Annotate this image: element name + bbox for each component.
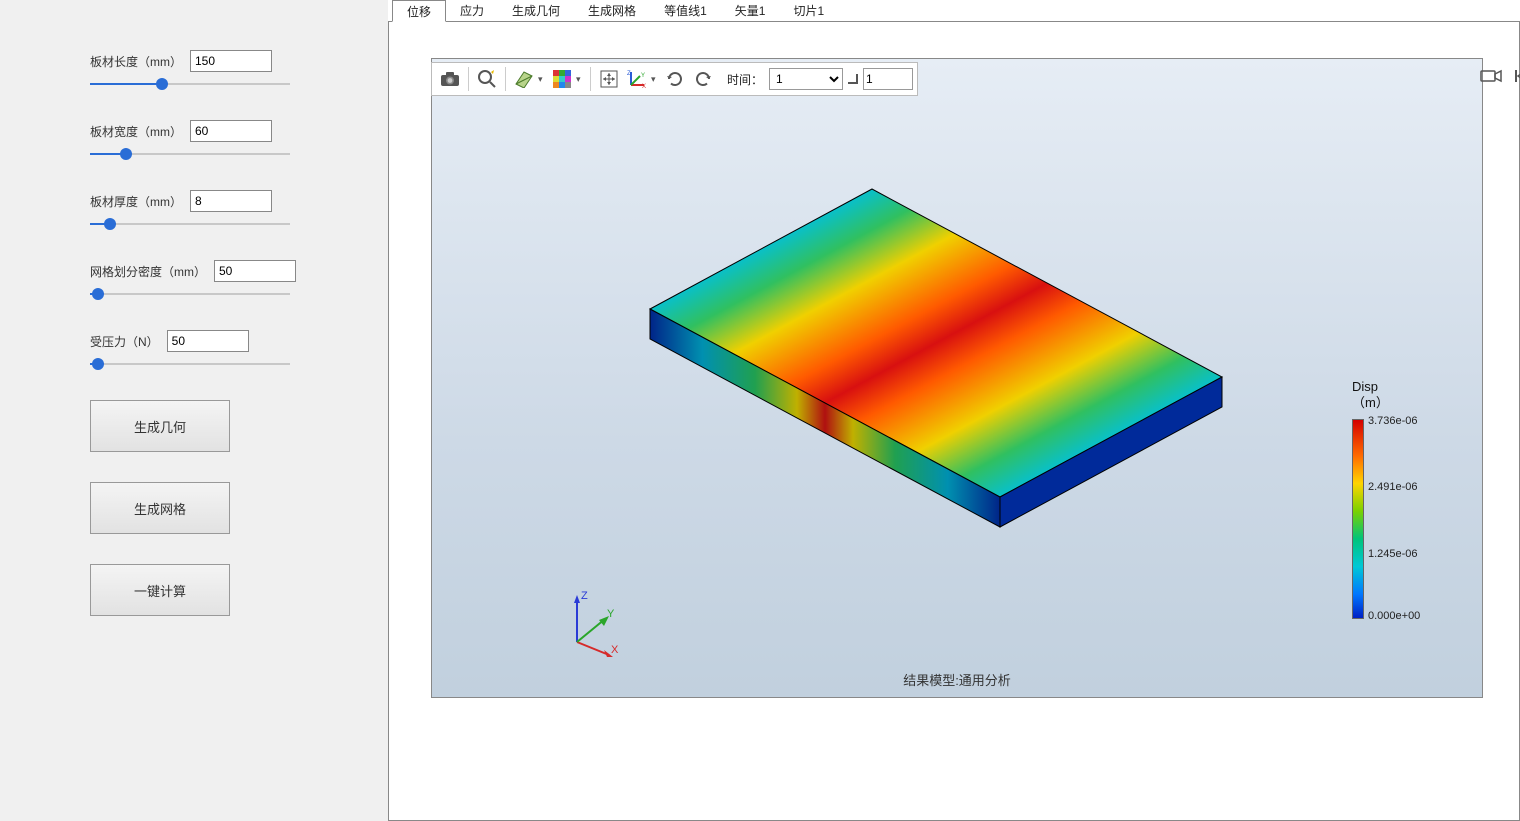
color-cube-icon[interactable] — [548, 65, 576, 93]
tab-gen-mesh[interactable]: 生成网格 — [574, 0, 650, 21]
fit-view-icon[interactable] — [595, 65, 623, 93]
axis-orientation-icon[interactable]: YX Z — [623, 65, 651, 93]
param-label: 板材厚度（mm） — [90, 193, 182, 210]
time-label: 时间： — [727, 71, 763, 88]
thickness-input[interactable] — [190, 190, 272, 212]
dropdown-icon[interactable]: ▾ — [651, 74, 661, 85]
tab-contour1[interactable]: 等值线1 — [650, 0, 721, 21]
time-select[interactable]: 1 — [769, 68, 843, 90]
tab-vector1[interactable]: 矢量1 — [721, 0, 780, 21]
svg-text:Y: Y — [641, 73, 645, 79]
param-label: 网格划分密度（mm） — [90, 263, 206, 280]
legend-tick: 0.000e+00 — [1368, 610, 1420, 622]
meshdensity-slider[interactable] — [90, 288, 290, 300]
param-label: 板材宽度（mm） — [90, 123, 182, 140]
length-input[interactable] — [190, 50, 272, 72]
width-input[interactable] — [190, 120, 272, 142]
width-slider[interactable] — [90, 148, 290, 160]
param-label: 板材长度（mm） — [90, 53, 182, 70]
svg-text:X: X — [642, 84, 646, 89]
main-panel: 位移 应力 生成几何 生成网格 等值线1 矢量1 切片1 ▾ — [388, 0, 1520, 821]
viewer-toolbar: ▾ ▾ YX Z ▾ 时间： — [431, 62, 918, 96]
sidebar: 板材长度（mm） 板材宽度（mm） 板材厚度（mm） — [0, 0, 388, 821]
pressure-slider[interactable] — [90, 358, 290, 370]
viewer-footer-label: 结果模型:通用分析 — [432, 670, 1482, 689]
param-meshdensity: 网格划分密度（mm） — [90, 260, 298, 300]
param-width: 板材宽度（mm） — [90, 120, 298, 160]
record-icon[interactable] — [1477, 62, 1505, 90]
viewport[interactable]: Z X Y Disp （m） 3.736e-06 2.491e-06 — [431, 58, 1483, 698]
meshdensity-input[interactable] — [214, 260, 296, 282]
thickness-slider[interactable] — [90, 218, 290, 230]
param-thickness: 板材厚度（mm） — [90, 190, 298, 230]
tab-stress[interactable]: 应力 — [446, 0, 498, 21]
step-end-icon[interactable] — [843, 65, 863, 93]
dropdown-icon[interactable]: ▾ — [538, 74, 548, 85]
dropdown-icon[interactable]: ▾ — [576, 74, 586, 85]
legend-title: Disp （m） — [1352, 379, 1462, 410]
axis-triad: Z X Y — [557, 587, 617, 647]
compute-button[interactable]: 一键计算 — [90, 564, 230, 616]
zoom-icon[interactable] — [473, 65, 501, 93]
legend-tick: 2.491e-06 — [1368, 481, 1418, 493]
legend-tick: 3.736e-06 — [1368, 415, 1418, 427]
param-length: 板材长度（mm） — [90, 50, 298, 90]
svg-text:X: X — [611, 644, 619, 656]
generate-mesh-button[interactable]: 生成网格 — [90, 482, 230, 534]
pressure-input[interactable] — [167, 330, 249, 352]
svg-text:Z: Z — [581, 590, 588, 602]
param-label: 受压力（N） — [90, 333, 159, 350]
color-legend: Disp （m） 3.736e-06 2.491e-06 1.245e-06 0… — [1352, 379, 1462, 416]
svg-text:Y: Y — [607, 608, 615, 620]
svg-text:Z: Z — [627, 71, 631, 77]
viewer-container: ▾ ▾ YXZ ▾ 时间： — [388, 22, 1520, 821]
generate-geometry-button[interactable]: 生成几何 — [90, 400, 230, 452]
tab-gen-geometry[interactable]: 生成几何 — [498, 0, 574, 21]
tab-bar: 位移 应力 生成几何 生成网格 等值线1 矢量1 切片1 — [388, 0, 1520, 22]
param-pressure: 受压力（N） — [90, 330, 298, 370]
cut-plane-icon[interactable] — [510, 65, 538, 93]
legend-tick: 1.245e-06 — [1368, 548, 1418, 560]
camera-icon[interactable] — [436, 65, 464, 93]
rotate-cw-icon[interactable] — [661, 65, 689, 93]
first-frame-icon[interactable] — [1507, 62, 1520, 90]
playback-toolbar — [1477, 62, 1520, 90]
tab-displacement[interactable]: 位移 — [392, 0, 446, 22]
frame-spinner[interactable] — [863, 68, 913, 90]
legend-colorbar — [1352, 419, 1364, 619]
rotate-ccw-icon[interactable] — [689, 65, 717, 93]
tab-slice1[interactable]: 切片1 — [779, 0, 838, 21]
length-slider[interactable] — [90, 78, 290, 90]
